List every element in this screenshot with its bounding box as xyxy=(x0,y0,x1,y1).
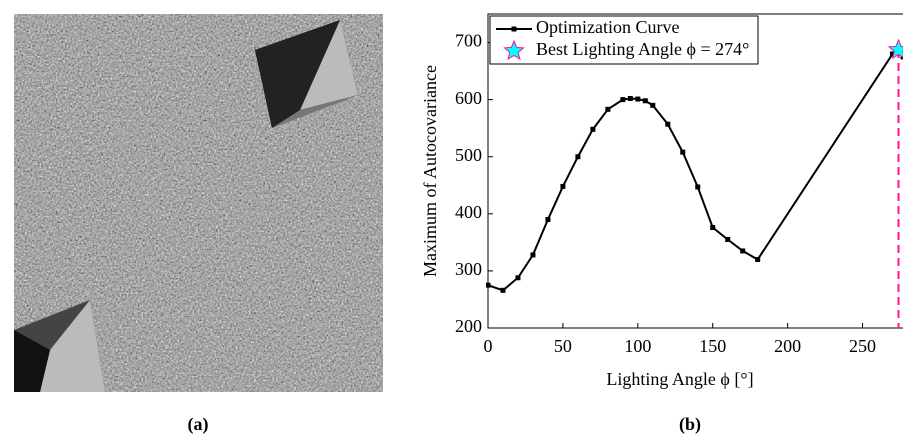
point-marker xyxy=(515,275,520,280)
point-marker xyxy=(500,288,505,293)
point-marker xyxy=(695,184,700,189)
legend-label: Best Lighting Angle ϕ = 274° xyxy=(536,39,749,59)
point-marker xyxy=(486,283,491,288)
point-marker xyxy=(665,122,670,127)
y-tick-label: 200 xyxy=(455,316,482,336)
point-marker xyxy=(590,127,595,132)
point-marker xyxy=(575,154,580,159)
legend-marker xyxy=(512,27,517,32)
series-line xyxy=(488,50,903,290)
x-tick-label: 200 xyxy=(774,336,801,356)
y-tick-label: 600 xyxy=(455,88,482,108)
y-tick-label: 400 xyxy=(455,202,482,222)
point-marker xyxy=(545,217,550,222)
point-marker xyxy=(755,257,760,262)
legend-label: Optimization Curve xyxy=(536,17,679,37)
surface-image xyxy=(14,14,383,392)
point-marker xyxy=(643,98,648,103)
y-tick-label: 700 xyxy=(455,31,482,51)
point-marker xyxy=(740,248,745,253)
point-marker xyxy=(650,103,655,108)
point-marker xyxy=(725,237,730,242)
point-marker xyxy=(628,96,633,101)
x-tick-label: 150 xyxy=(699,336,726,356)
x-tick-label: 250 xyxy=(849,336,876,356)
point-marker xyxy=(530,252,535,257)
x-tick-label: 100 xyxy=(624,336,651,356)
x-tick-label: 0 xyxy=(484,336,493,356)
panel-caption: (b) xyxy=(679,414,701,435)
point-marker xyxy=(620,97,625,102)
panel-caption: (a) xyxy=(188,414,209,435)
point-marker xyxy=(710,225,715,230)
plot-area xyxy=(486,40,903,328)
y-tick-label: 300 xyxy=(455,259,482,279)
y-tick-label: 500 xyxy=(455,145,482,165)
y-axis-label: Maximum of Autocovariance xyxy=(420,65,440,277)
point-marker xyxy=(605,107,610,112)
x-axis-label: Lighting Angle ϕ [°] xyxy=(606,369,753,389)
x-tick-label: 50 xyxy=(554,336,572,356)
point-marker xyxy=(680,150,685,155)
point-marker xyxy=(560,184,565,189)
point-marker xyxy=(635,97,640,102)
